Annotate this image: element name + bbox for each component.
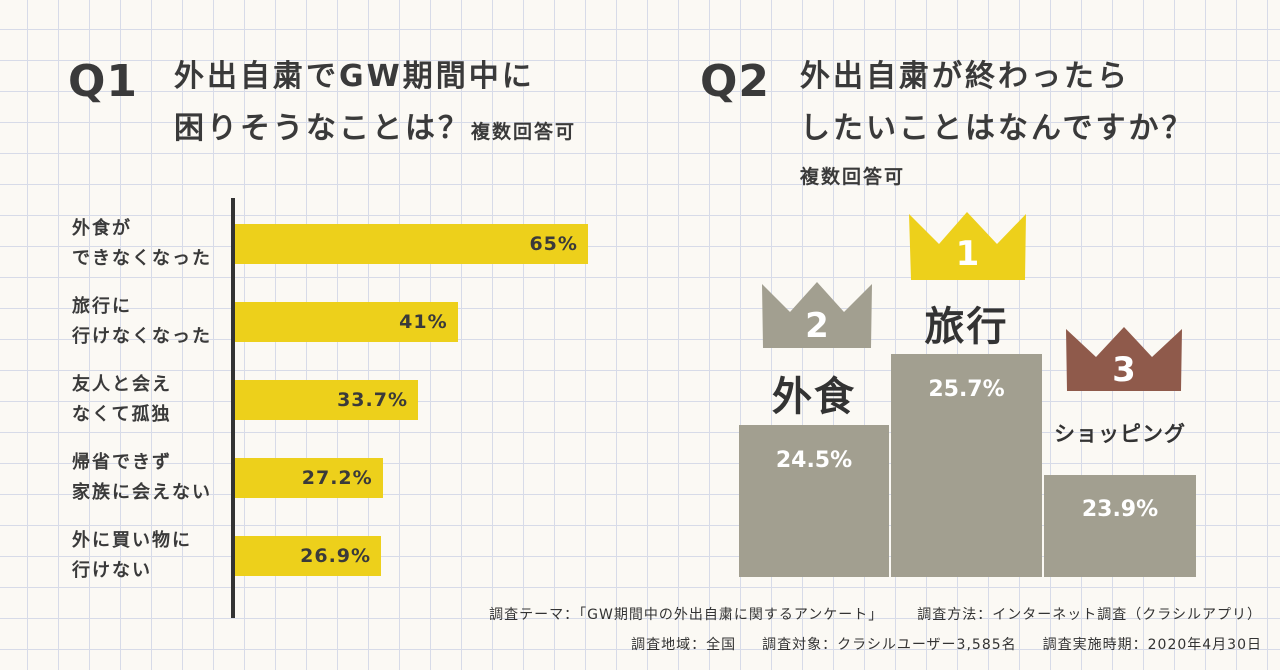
q1-bar-value-label: 33.7% (337, 389, 408, 411)
survey-theme: 調査テーマ：「GW期間中の外出自粛に関するアンケート」 (489, 607, 884, 623)
survey-region: 調査地域：全国 (631, 637, 737, 653)
q1-bar-value-label: 27.2% (301, 467, 373, 489)
q1-bar (235, 536, 382, 576)
podium-value-rank2: 24.5% (775, 448, 853, 473)
survey-footer-line1: 調査テーマ：「GW期間中の外出自粛に関するアンケート」 調査方法：インターネット調… (489, 604, 1262, 624)
podium-label-rank3: ショッピング (1054, 422, 1186, 446)
q2-number: Q2 (700, 56, 771, 107)
q2-title-line2: したいことはなんですか？ (800, 111, 1195, 146)
q2-note: 複数回答可 (800, 166, 906, 188)
q2-title-line1: 外出自粛が終わったら (800, 59, 1130, 94)
crown-number-rank3: 3 (1112, 350, 1136, 390)
survey-method: 調査方法：インターネット調査（クラシルアプリ） (917, 607, 1262, 623)
podium-value-rank1: 25.7% (928, 377, 1005, 402)
q1-bar (235, 380, 418, 420)
crown-number-rank2: 2 (805, 306, 829, 346)
q1-category-label: 旅行に 行けなくなった (72, 296, 212, 347)
q1-bar (235, 458, 383, 498)
q1-category-label: 帰省できず 家族に会えない (72, 452, 212, 503)
q1-title-line2-row: 困りそうなことは？複数回答可 (174, 104, 576, 154)
q1-title-line1: 外出自粛でGW期間中に (174, 59, 535, 94)
q1-bar (235, 224, 588, 264)
q1-category-label: 外食が できなくなった (72, 218, 212, 269)
q1-bar-value-label: 41% (399, 311, 448, 333)
podium-step-rank3 (1044, 475, 1196, 577)
q1-note: 複数回答可 (471, 121, 577, 143)
q1-bar (235, 302, 458, 342)
q1-category-label: 友人と会え なくて孤独 (72, 374, 172, 425)
q1-bar-value-label: 26.9% (300, 545, 372, 567)
q1-bar-chart: 外食が できなくなった 65% 旅行に 行けなくなった 41% 友人と会え なくて孤独 3… (0, 0, 640, 620)
podium-step-rank1 (891, 354, 1042, 577)
podium-label-rank2: 外食 (772, 374, 856, 420)
survey-footer-line2: 調査地域：全国 調査対象：クラシルユーザー3,585名 調査実施時期：2020年4月… (631, 634, 1262, 654)
podium-label-rank1: 旅行 (924, 304, 1009, 350)
q1-number: Q1 (68, 56, 139, 107)
crown-gray-icon (762, 282, 872, 348)
q1-category-label: 外に買い物に 行けない (72, 530, 192, 581)
survey-date: 調査実施時期：2020年4月30日 (1042, 637, 1262, 653)
podium-step-rank2 (739, 425, 889, 577)
q1-title-line2: 困りそうなことは？ (174, 111, 471, 146)
q1-bar-value-label: 65% (529, 233, 578, 255)
crown-brown-icon (1066, 327, 1182, 391)
q1-axis-line (231, 198, 235, 618)
crown-number-rank1: 1 (955, 234, 980, 274)
podium-value-rank3: 23.9% (1081, 497, 1159, 522)
survey-target: 調査対象：クラシルユーザー3,585名 (762, 637, 1017, 653)
crown-gold-icon (909, 212, 1026, 280)
